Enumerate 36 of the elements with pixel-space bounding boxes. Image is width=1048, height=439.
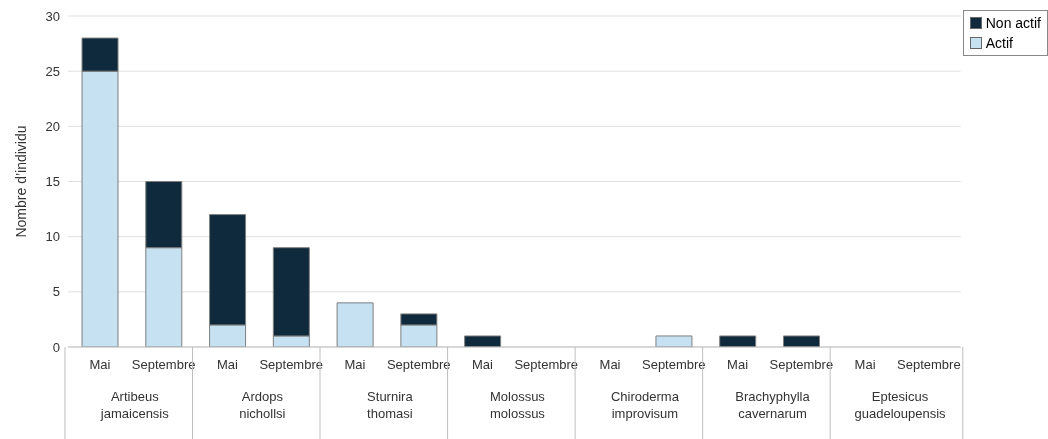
legend-label: Non actif <box>985 14 1041 33</box>
x-tick-label: Septembre <box>769 357 834 372</box>
x-tick-label: Mai <box>344 357 366 372</box>
y-tick-label: 20 <box>45 118 60 134</box>
bar <box>655 335 693 347</box>
bar <box>336 302 374 347</box>
x-tick-label: Septembre <box>642 357 706 372</box>
text: Molossus molossus <box>489 389 546 421</box>
x-tick-label: Mai <box>216 357 238 372</box>
text: Sturnira thomasi <box>367 389 414 421</box>
y-tick-label: 25 <box>45 63 60 79</box>
text: Artibeus jamaicensis <box>99 389 170 421</box>
x-tick-label: Mai <box>472 357 494 372</box>
x-tick-label: Mai <box>727 357 749 372</box>
legend-label: Actif <box>985 34 1013 53</box>
y-tick-label: 5 <box>52 284 60 300</box>
text: Brachyphylla cavernarum <box>735 389 811 421</box>
y-axis-title: Nombre d’individu <box>12 125 29 238</box>
x-tick-label: Septembre <box>897 357 961 372</box>
bar <box>719 335 757 347</box>
y-tick-label: 15 <box>45 174 60 190</box>
x-tick-label: Mai <box>854 357 876 372</box>
bar <box>782 335 820 347</box>
y-tick-label: 10 <box>45 229 60 245</box>
x-tick-label: Mai <box>599 357 621 372</box>
y-tick-label: 0 <box>52 339 60 355</box>
x-tick-label: Septembre <box>386 357 451 372</box>
text: Ardops nichollsi <box>239 389 286 421</box>
bar <box>464 335 502 347</box>
text: Chiroderma improvisum <box>610 389 680 421</box>
x-tick-label: Mai <box>89 357 111 372</box>
x-tick-label: Septembre <box>131 357 196 372</box>
y-tick-label: 30 <box>45 8 60 24</box>
text: Eptesicus guadeloupensis <box>854 389 947 421</box>
x-tick-label: Septembre <box>259 357 323 372</box>
x-tick-label: Septembre <box>514 357 579 372</box>
